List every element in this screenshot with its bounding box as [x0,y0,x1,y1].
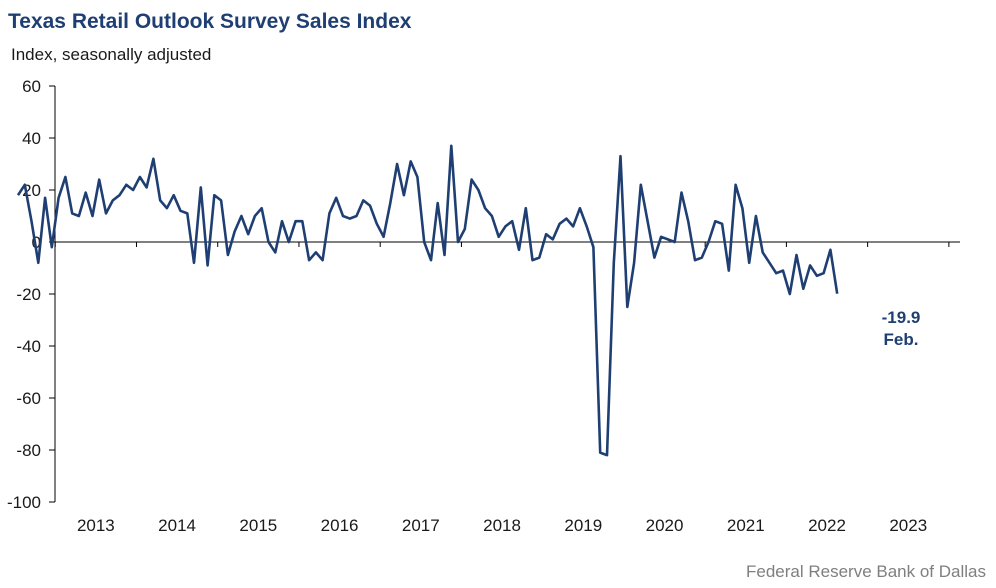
y-tick-label: -80 [16,441,41,460]
x-tick-label: 2020 [646,516,684,535]
x-tick-label: 2021 [727,516,765,535]
y-tick-label: -20 [16,285,41,304]
y-axis-label: Index, seasonally adjusted [11,45,212,64]
source-note: Federal Reserve Bank of Dallas [745,562,986,581]
y-tick-label: -100 [7,493,41,512]
x-tick-label: 2016 [321,516,359,535]
chart-title: Texas Retail Outlook Survey Sales Index [8,10,412,33]
x-tick-label: 2014 [158,516,196,535]
annotation: -19.9 Feb. [882,308,921,349]
x-tick-label: 2015 [239,516,277,535]
y-tick-label: -60 [16,389,41,408]
y-tick-label: 40 [22,129,41,148]
series-group [16,144,839,457]
x-tick-label: 2013 [77,516,115,535]
x-tick-label: 2023 [889,516,927,535]
x-tick-label: 2022 [808,516,846,535]
x-axis: 2013 2014 2015 2016 2017 2018 2019 2020 2021 2022… [54,241,960,535]
x-tick-label: 2017 [402,516,440,535]
annotation-value: -19.9 [882,308,921,327]
annotation-label: Feb. [884,330,919,349]
x-tick-label: 2019 [564,516,602,535]
series-line [16,144,839,457]
x-tick-label: 2018 [483,516,521,535]
y-tick-label: 60 [22,77,41,96]
y-tick-label: -40 [16,337,41,356]
